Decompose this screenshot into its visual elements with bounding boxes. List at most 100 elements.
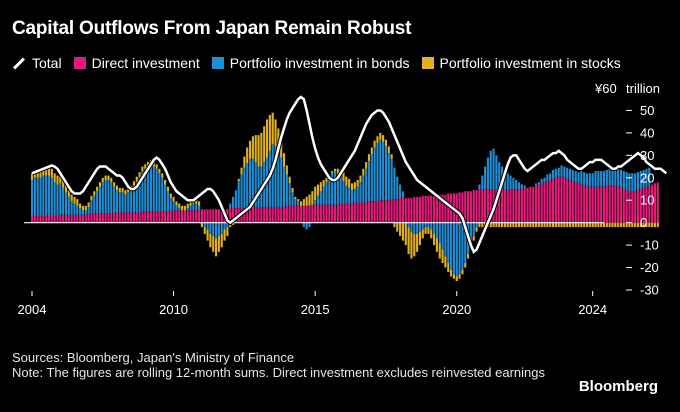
bar-stocks bbox=[580, 223, 582, 227]
bar-bonds bbox=[320, 191, 322, 204]
bar-bonds bbox=[294, 199, 296, 206]
bar-bonds bbox=[153, 167, 155, 212]
bar-stocks bbox=[651, 223, 653, 227]
bar-direct bbox=[289, 206, 291, 223]
bar-bonds bbox=[583, 172, 585, 185]
bar-direct bbox=[410, 198, 412, 223]
bar-direct bbox=[413, 197, 415, 223]
bar-stocks bbox=[597, 223, 599, 227]
bar-stocks bbox=[436, 238, 438, 251]
bar-direct bbox=[518, 189, 520, 223]
bar-bonds bbox=[439, 223, 441, 243]
bar-stocks bbox=[243, 156, 245, 167]
bar-direct bbox=[609, 186, 611, 223]
bar-bonds bbox=[396, 177, 398, 199]
bar-stocks bbox=[139, 172, 141, 176]
bar-stocks bbox=[512, 223, 514, 227]
y-tick-label: -30 bbox=[640, 283, 659, 298]
bar-bonds bbox=[340, 177, 342, 204]
bar-direct bbox=[306, 206, 308, 223]
bar-bonds bbox=[221, 223, 223, 234]
bar-bonds bbox=[122, 192, 124, 212]
bar-bonds bbox=[195, 204, 197, 211]
bar-bonds bbox=[563, 167, 565, 178]
bar-stocks bbox=[442, 250, 444, 263]
bar-stocks bbox=[317, 185, 319, 196]
bar-bonds bbox=[59, 183, 61, 214]
bar-direct bbox=[422, 196, 424, 223]
bar-direct bbox=[526, 188, 528, 223]
bar-stocks bbox=[209, 234, 211, 247]
bar-stocks bbox=[354, 182, 356, 189]
bar-stocks bbox=[314, 187, 316, 200]
bar-bonds bbox=[444, 223, 446, 257]
bar-direct bbox=[328, 205, 330, 223]
bar-direct bbox=[195, 210, 197, 222]
bar-direct bbox=[88, 214, 90, 223]
bar-bonds bbox=[509, 176, 511, 189]
bar-direct bbox=[376, 201, 378, 222]
bar-stocks bbox=[308, 195, 310, 206]
bar-direct bbox=[391, 199, 393, 223]
bar-bonds bbox=[524, 186, 526, 188]
bar-stocks bbox=[405, 223, 407, 245]
y-tick-label: -20 bbox=[640, 260, 659, 275]
bar-bonds bbox=[286, 174, 288, 205]
bar-stocks bbox=[175, 201, 177, 205]
bar-stocks bbox=[376, 136, 378, 143]
bar-bonds bbox=[379, 140, 381, 201]
bar-bonds bbox=[56, 185, 58, 216]
bar-direct bbox=[167, 211, 169, 222]
bar-stocks bbox=[589, 223, 591, 227]
bar-bonds bbox=[546, 174, 548, 181]
y-tick-label: 10 bbox=[640, 193, 654, 208]
bar-direct bbox=[348, 204, 350, 223]
bar-bonds bbox=[54, 182, 56, 216]
bar-stocks bbox=[345, 177, 347, 186]
bar-direct bbox=[164, 211, 166, 222]
bar-bonds bbox=[558, 168, 560, 177]
bar-direct bbox=[68, 215, 70, 223]
bar-stocks bbox=[549, 223, 551, 227]
bar-direct bbox=[425, 196, 427, 223]
bar-bonds bbox=[303, 223, 305, 227]
bar-bonds bbox=[430, 223, 432, 230]
bar-direct bbox=[371, 201, 373, 222]
bar-direct bbox=[252, 208, 254, 223]
bar-bonds bbox=[68, 197, 70, 215]
bar-bonds bbox=[73, 204, 75, 215]
bar-stocks bbox=[555, 223, 557, 227]
bar-stocks bbox=[385, 140, 387, 147]
bar-direct bbox=[34, 216, 36, 223]
bar-stocks bbox=[456, 277, 458, 281]
bar-stocks bbox=[204, 227, 206, 234]
bar-bonds bbox=[592, 173, 594, 186]
bar-direct bbox=[161, 211, 163, 222]
bar-stocks bbox=[515, 223, 517, 227]
bar-stocks bbox=[433, 234, 435, 245]
bar-direct bbox=[552, 179, 554, 223]
bar-bonds bbox=[42, 176, 44, 216]
bar-direct bbox=[158, 211, 160, 222]
bar-stocks bbox=[359, 176, 361, 183]
bar-stocks bbox=[133, 181, 135, 185]
bar-stocks bbox=[620, 223, 622, 227]
bar-bonds bbox=[538, 182, 540, 184]
bar-direct bbox=[65, 215, 67, 223]
bar-direct bbox=[594, 187, 596, 223]
bar-direct bbox=[272, 207, 274, 223]
bar-direct bbox=[555, 178, 557, 223]
bar-bonds bbox=[351, 190, 353, 203]
y-unit-label: trillion bbox=[626, 81, 660, 96]
y-tick-label: 30 bbox=[640, 148, 654, 163]
bar-bonds bbox=[357, 187, 359, 203]
bar-bonds bbox=[552, 170, 554, 179]
bar-direct bbox=[481, 189, 483, 223]
bar-bonds bbox=[82, 210, 84, 214]
bar-direct bbox=[323, 205, 325, 223]
bar-bonds bbox=[90, 200, 92, 213]
bar-stocks bbox=[374, 141, 376, 148]
bar-direct bbox=[614, 186, 616, 223]
bar-stocks bbox=[543, 223, 545, 227]
bar-direct bbox=[54, 216, 56, 223]
